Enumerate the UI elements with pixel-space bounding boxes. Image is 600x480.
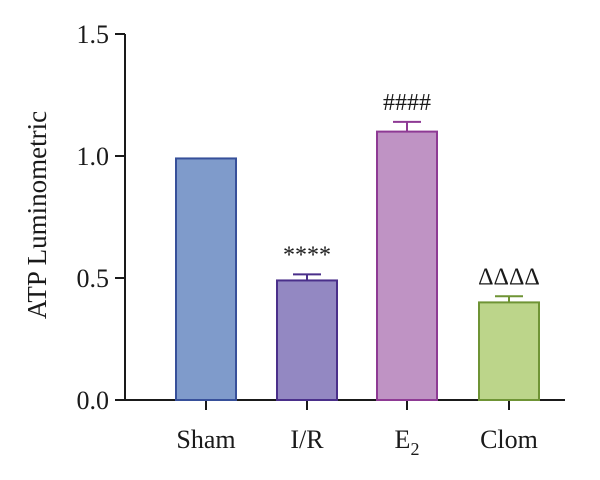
x-tick-label: E2 bbox=[395, 425, 420, 459]
x-tick-label: Clom bbox=[480, 425, 538, 454]
bar-sham bbox=[175, 157, 237, 401]
significance-label: #### bbox=[383, 90, 431, 116]
y-axis: 0.0 0.5 1.0 1.5 bbox=[77, 20, 126, 415]
significance-label: ΔΔΔΔ bbox=[478, 264, 540, 290]
x-tick-label: I/R bbox=[290, 425, 324, 454]
y-tick-label: 0.5 bbox=[77, 264, 110, 293]
x-axis: Sham I/R E2 Clom bbox=[125, 399, 565, 459]
bars bbox=[175, 130, 540, 401]
bar-e2 bbox=[376, 130, 438, 401]
bar-i-r bbox=[276, 279, 338, 401]
y-tick-label: 0.0 bbox=[77, 386, 110, 415]
y-tick-label: 1.5 bbox=[77, 20, 110, 49]
y-tick-label: 1.0 bbox=[77, 142, 110, 171]
significance-annotations: **** #### ΔΔΔΔ bbox=[283, 90, 540, 290]
y-axis-title: ATP Luminometric bbox=[22, 111, 52, 319]
bar-clom bbox=[478, 301, 540, 401]
x-tick-label: Sham bbox=[176, 425, 235, 454]
error-bars bbox=[293, 120, 523, 303]
significance-label: **** bbox=[283, 242, 331, 268]
